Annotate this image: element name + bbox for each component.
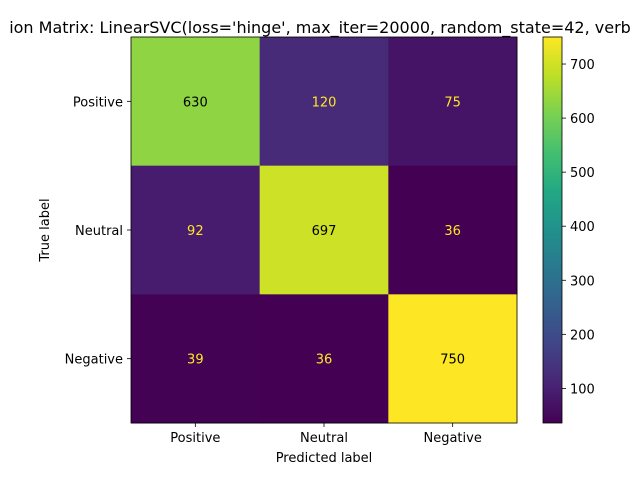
- heatmap-cell: [131, 37, 261, 167]
- colorbar-tick-label: 400: [570, 220, 595, 235]
- cell-value-label: 36: [316, 353, 333, 368]
- cell-value-label: 36: [444, 224, 461, 239]
- heatmap-cell: [388, 165, 518, 295]
- cell-value-label: 92: [187, 224, 204, 239]
- heatmap-cell: [259, 165, 389, 295]
- x-tick-label: Neutral: [300, 431, 348, 446]
- cell-value-label: 630: [183, 95, 208, 110]
- x-axis-label: Predicted label: [276, 451, 373, 466]
- chart-title: ion Matrix: LinearSVC(loss='hinge', max_…: [9, 18, 631, 38]
- colorbar-tick-label: 600: [570, 112, 595, 127]
- colorbar-ticks: 100 200 300 400 500 600 700: [562, 58, 595, 397]
- x-axis-ticks: Positive Neutral Negative: [170, 423, 482, 446]
- colorbar: [542, 36, 563, 424]
- cell-value-label: 750: [440, 353, 465, 368]
- y-axis-label: True label: [38, 198, 53, 262]
- colorbar-tick-label: 500: [570, 166, 595, 181]
- colorbar-tick-label: 200: [570, 328, 595, 343]
- heatmap-cell: [131, 165, 261, 295]
- y-axis-ticks: Positive Neutral Negative: [65, 95, 131, 368]
- heatmap-cells: 630 120 75 92 697 36 39 36 750: [131, 37, 518, 424]
- cell-value-label: 39: [187, 353, 204, 368]
- cell-value-label: 697: [312, 224, 337, 239]
- heatmap-cell: [259, 294, 389, 424]
- x-tick-label: Negative: [423, 431, 481, 446]
- colorbar-tick-label: 100: [570, 382, 595, 397]
- y-tick-label: Neutral: [75, 224, 123, 239]
- heatmap-cell: [388, 37, 518, 167]
- heatmap-cell: [388, 294, 518, 424]
- y-tick-label: Positive: [73, 95, 123, 110]
- cell-value-label: 75: [444, 95, 461, 110]
- cell-value-label: 120: [312, 95, 337, 110]
- colorbar-tick-label: 300: [570, 274, 595, 289]
- heatmap-cell: [131, 294, 261, 424]
- colorbar-tick-label: 700: [570, 58, 595, 73]
- heatmap-cell: [259, 37, 389, 167]
- y-tick-label: Negative: [65, 353, 123, 368]
- x-tick-label: Positive: [170, 431, 220, 446]
